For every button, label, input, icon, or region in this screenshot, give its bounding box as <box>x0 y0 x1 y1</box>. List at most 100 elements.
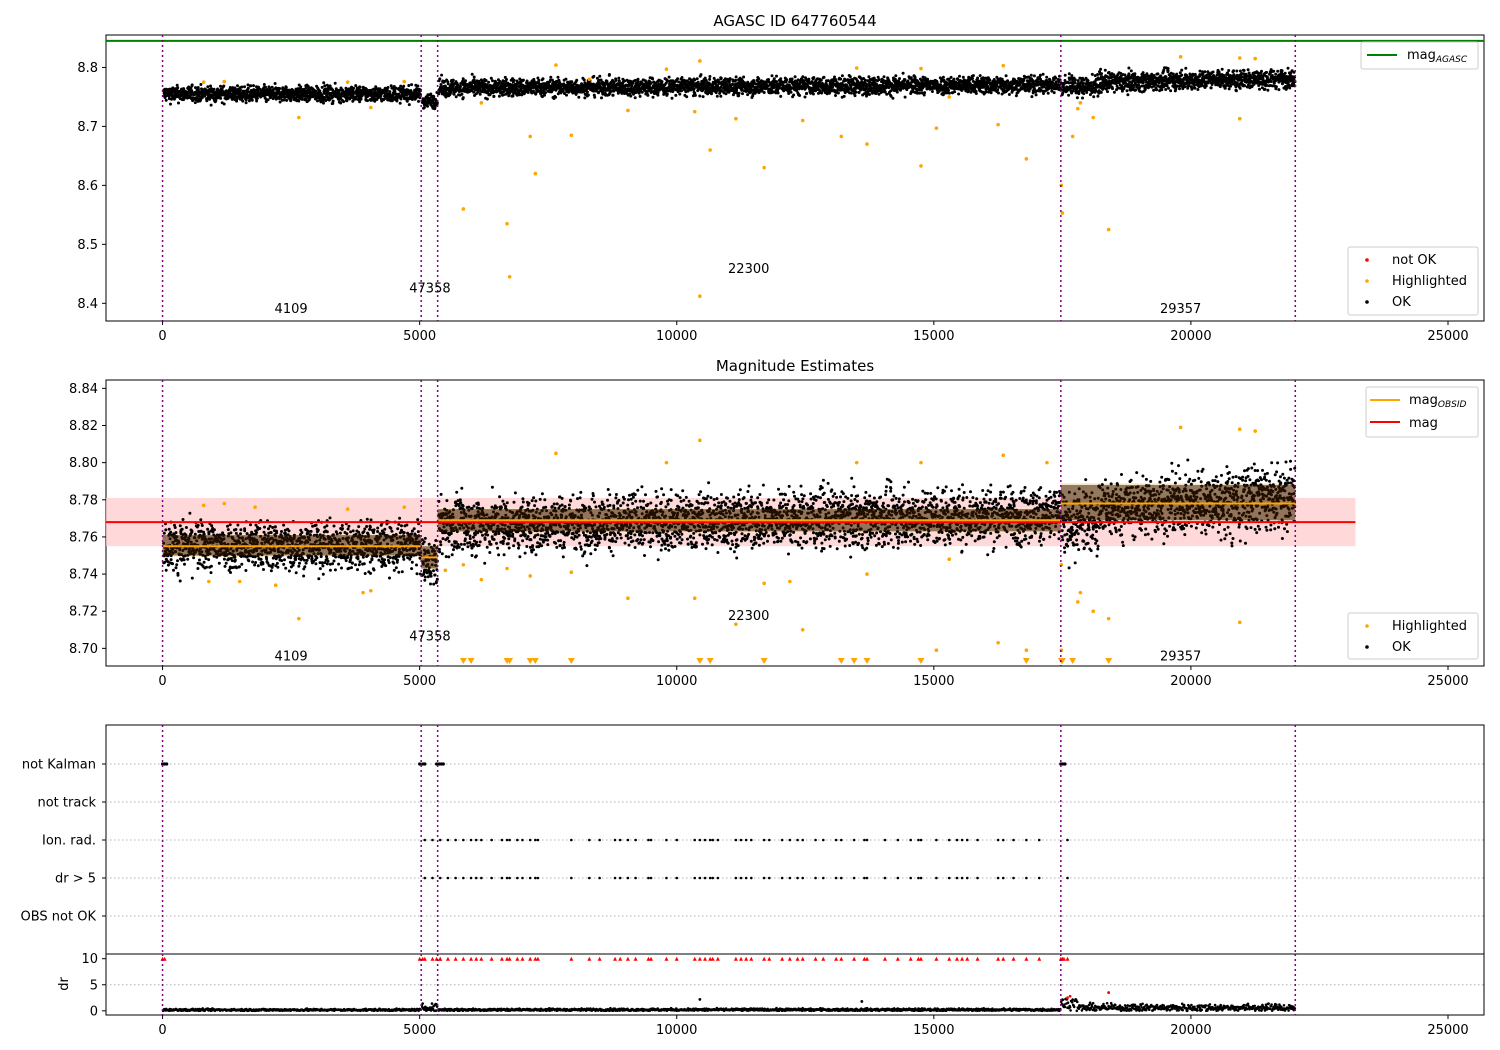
top-ok-point <box>1034 93 1038 97</box>
top-ok-point <box>734 75 738 79</box>
top-ok-point <box>537 78 541 82</box>
top-ok-point <box>638 94 642 98</box>
top-ok-point <box>212 87 216 91</box>
top-ok-point <box>451 78 455 82</box>
top-ok-point <box>1127 66 1131 70</box>
top-ok-point <box>1090 72 1094 76</box>
top-ok-point <box>1133 72 1137 76</box>
top-ok-point <box>194 86 197 90</box>
top-ok-point <box>257 85 260 89</box>
top-ok-point <box>1123 73 1127 77</box>
top-ok-point <box>651 95 655 99</box>
top-ok-point <box>352 86 356 90</box>
top-ok-point <box>255 99 259 103</box>
top-ok-point <box>947 91 951 95</box>
top-ok-point <box>678 92 682 96</box>
top-ok-point <box>822 75 826 79</box>
top-ok-point <box>236 84 239 88</box>
top-ok-point <box>801 75 805 79</box>
top-ok-point <box>1183 85 1187 89</box>
top-ok-point <box>326 88 330 92</box>
top-ok-point <box>565 93 568 97</box>
top-ok-point <box>770 74 774 78</box>
top-ok-point <box>868 93 871 96</box>
top-ok-point <box>199 98 203 102</box>
top-ok-point <box>164 98 168 102</box>
top-ok-point <box>877 78 881 82</box>
top-ok-point <box>891 96 895 100</box>
top-ok-point <box>1193 83 1196 87</box>
top-ok-point <box>264 85 268 89</box>
top-ok-point <box>190 89 194 93</box>
top-ok-point <box>660 80 664 84</box>
top-ok-point <box>1180 68 1184 72</box>
top-ok-point <box>176 86 180 90</box>
top-ok-point <box>454 95 458 99</box>
top-ok-point <box>1107 86 1111 90</box>
top-ok-point <box>1112 90 1116 94</box>
top-ok-point <box>175 83 179 87</box>
top-ok-point <box>674 93 678 97</box>
top-ok-point <box>1067 93 1071 97</box>
top-ok-point <box>241 99 245 103</box>
top-ok-point <box>182 87 186 91</box>
top-ok-point <box>577 95 581 99</box>
top-ok-point <box>1141 71 1145 75</box>
top-ok-point <box>316 99 319 103</box>
top-ok-point <box>894 74 898 78</box>
top-ok-point <box>1092 95 1096 99</box>
top-ok-point <box>605 79 609 83</box>
top-ok-point <box>461 96 465 100</box>
top-ok-point <box>974 92 978 95</box>
top-ok-point <box>238 88 242 92</box>
top-ok-point <box>1077 92 1081 96</box>
top-ok-point <box>583 96 587 100</box>
top-ok-point <box>1125 89 1129 93</box>
top-ok-point <box>452 92 456 96</box>
top-ok-point <box>819 78 823 82</box>
top-ok-point <box>417 99 420 103</box>
top-ok-point <box>320 85 324 89</box>
top-ok-point <box>240 85 244 89</box>
top-ok-point <box>680 76 684 79</box>
top-ok-point <box>607 73 611 76</box>
top-ok-point <box>1129 69 1133 73</box>
top-ok-point <box>464 79 467 83</box>
top-ok-point <box>1082 92 1086 96</box>
top-ok-point <box>1096 94 1100 98</box>
top-ok-point <box>854 90 858 94</box>
top-ok-point <box>196 87 200 91</box>
top-ok-point <box>903 78 907 82</box>
top-ok-point <box>169 102 172 106</box>
top-ok-point <box>1029 73 1033 77</box>
top-ok-point <box>1032 74 1036 78</box>
top-ok-point <box>407 84 411 87</box>
top-ok-point <box>177 101 180 105</box>
top-ok-point <box>593 95 597 99</box>
top-ok-point <box>867 75 871 79</box>
top-ok-point <box>692 87 696 91</box>
top-ok-point <box>785 78 789 82</box>
top-ok-point <box>798 94 802 97</box>
top-ok-point <box>543 91 547 95</box>
top-ok-point <box>840 74 844 78</box>
top-ok-point <box>812 76 816 79</box>
top-ok-point <box>695 77 699 81</box>
top-ok-point <box>971 77 974 80</box>
top-ok-point <box>989 91 993 95</box>
top-ok-point <box>971 74 975 78</box>
top-ok-point <box>790 77 794 81</box>
top-ok-point <box>741 92 744 96</box>
top-ok-point <box>222 102 226 106</box>
top-ok-point <box>322 81 326 85</box>
top-ok-point <box>339 101 343 105</box>
top-ok-point <box>923 91 927 95</box>
top-ok-point <box>209 103 213 107</box>
top-ok-point <box>742 75 746 79</box>
top-ok-point <box>1160 88 1164 92</box>
top-ok-point <box>953 90 957 94</box>
top-ok-point <box>1169 89 1173 93</box>
top-ok-point <box>511 94 515 98</box>
top-ok-point <box>1041 72 1045 76</box>
